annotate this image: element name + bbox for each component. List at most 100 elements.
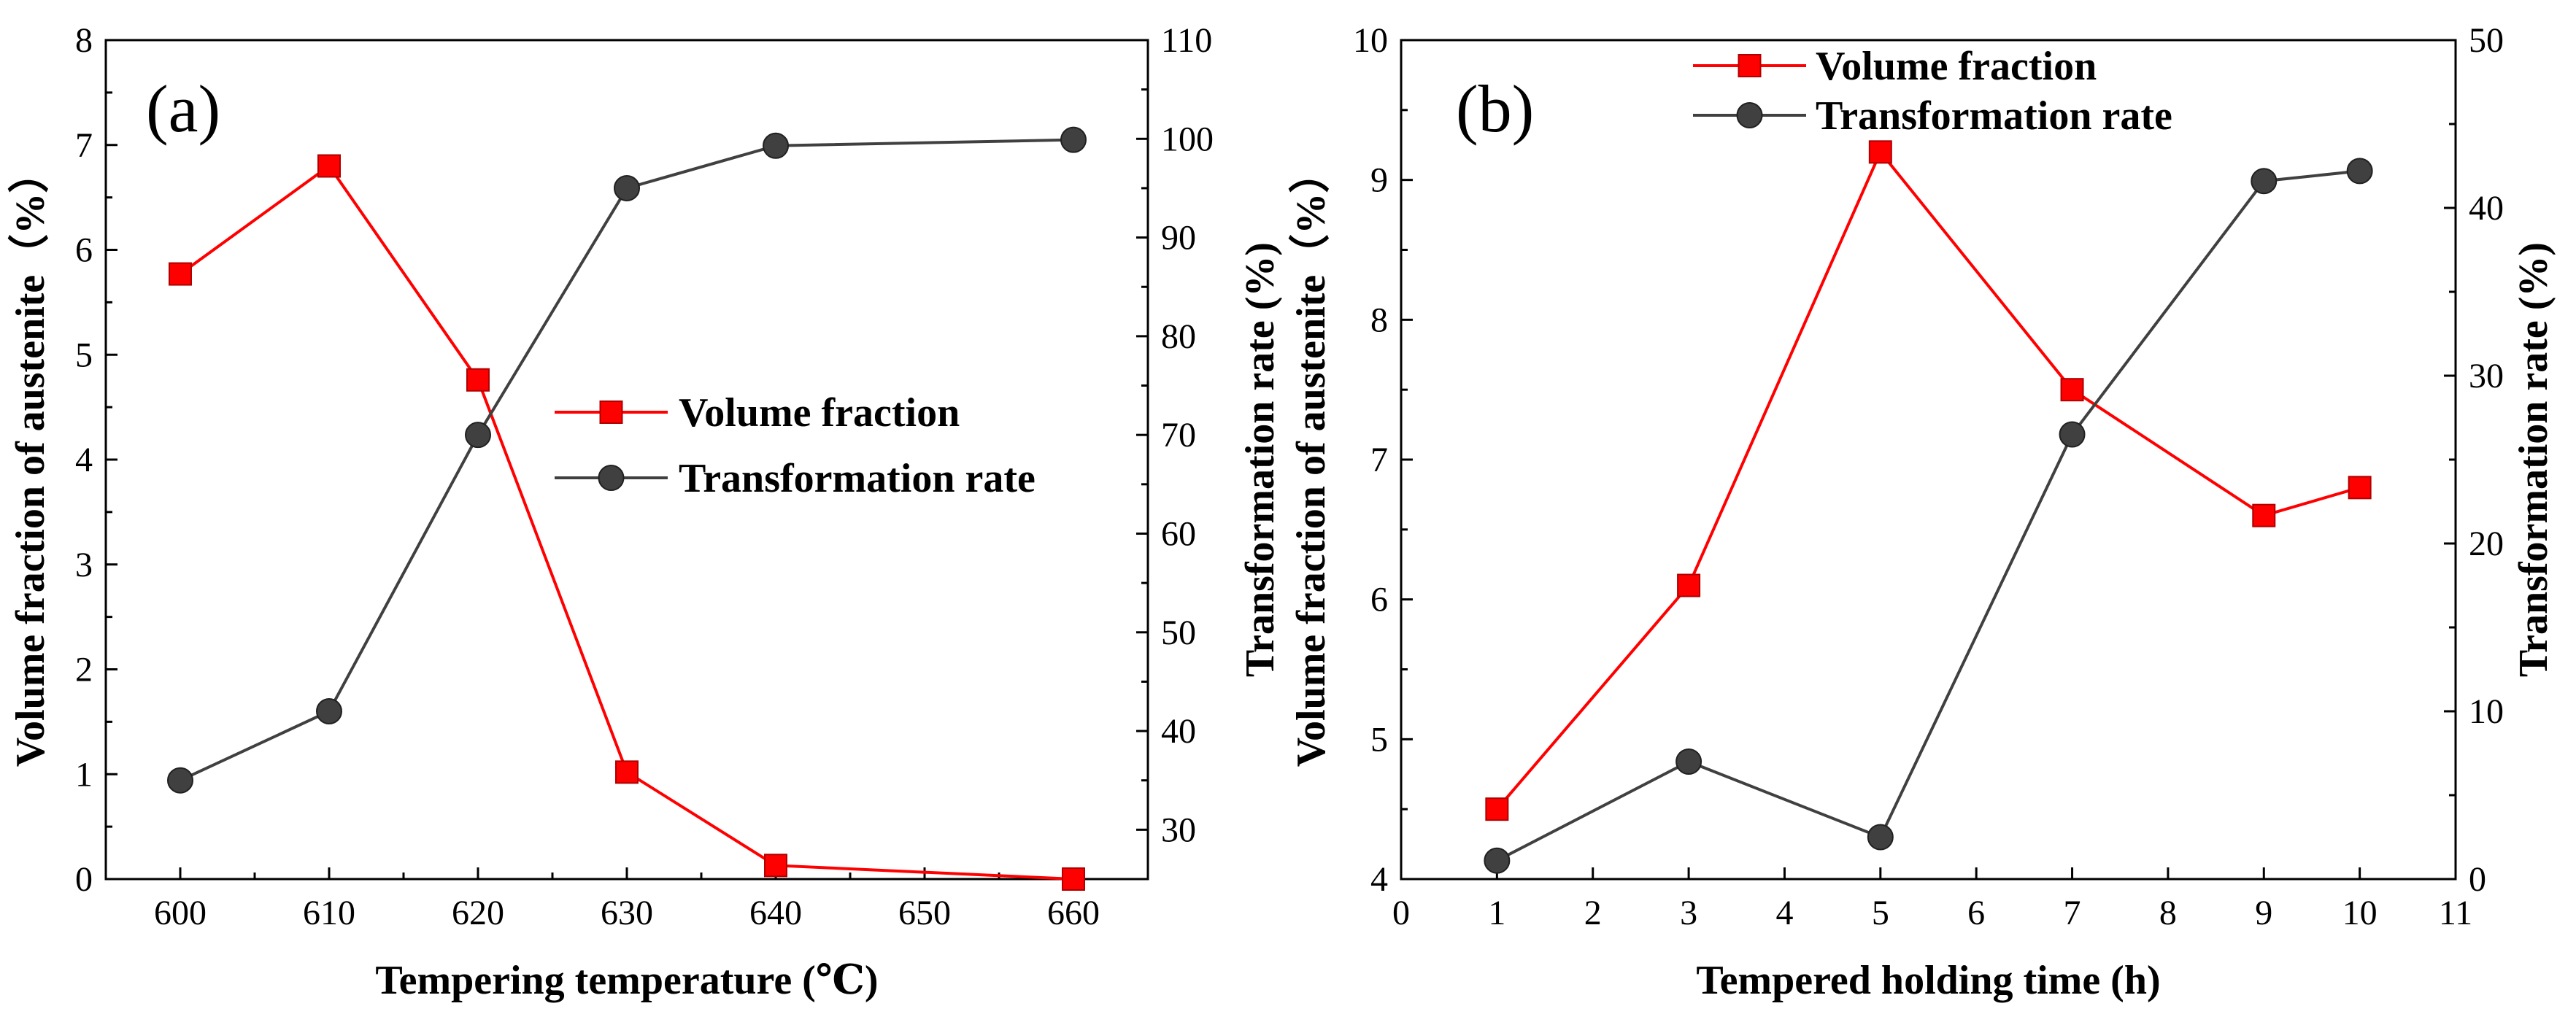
panel-a-panel-label: (a) xyxy=(146,71,220,146)
panel-a-y-left-tick-label: 6 xyxy=(75,231,93,270)
panel-a-y-right-tick-label: 110 xyxy=(1161,21,1212,60)
panel-b-y-right-tick-label: 0 xyxy=(2469,860,2486,899)
panel-a-legend-volume-marker xyxy=(599,401,623,424)
panel-a-x-tick-label: 660 xyxy=(1047,894,1100,932)
panel-b-x-tick-label: 11 xyxy=(2439,894,2472,932)
panel-b-volume-fraction-marker xyxy=(2060,378,2084,402)
panel-b-transformation-rate-marker xyxy=(1867,824,1894,851)
panel-a-y-left-tick-label: 8 xyxy=(75,21,93,60)
panel-a-volume-fraction-line xyxy=(179,163,1074,881)
panel-a-legend-transformation-label: Transformation rate xyxy=(679,456,1036,501)
panel-a-y-right-tick-label: 100 xyxy=(1161,120,1214,158)
panel-b-y-left-tick-label: 5 xyxy=(1370,720,1388,759)
panel-a-x-tick-label: 650 xyxy=(898,894,951,932)
panel-b-x-tick-label: 5 xyxy=(1872,894,1889,932)
panel-a-y-right-tick-label: 70 xyxy=(1161,416,1196,454)
panel-b-volume-fraction-line xyxy=(1495,149,2361,810)
panel-b-volume-fraction-marker xyxy=(2252,503,2276,527)
panel-b-legend-volume-marker xyxy=(1738,54,1762,77)
panel-b-x-tick-label: 6 xyxy=(1967,894,1985,932)
panel-a-y-left-tick-label: 7 xyxy=(75,126,93,165)
panel-a-transformation-rate-marker xyxy=(465,422,491,449)
panel-a-y-right-tick-label: 60 xyxy=(1161,514,1196,553)
panel-b-y-right-tick-label: 10 xyxy=(2469,692,2504,731)
panel-b-plot-frame xyxy=(1400,39,2457,881)
panel-a-volume-fraction-marker xyxy=(764,854,787,878)
panel-a-y-right-tick-label: 30 xyxy=(1161,810,1196,849)
panel-a-volume-fraction-marker xyxy=(466,368,490,392)
panel-b-transformation-rate-line xyxy=(1496,169,2360,862)
panel-a-y-left-tick-label: 1 xyxy=(75,755,93,794)
panel-b-y-right-tick-label: 50 xyxy=(2469,21,2504,60)
panel-b-transformation-rate-marker xyxy=(1484,847,1511,874)
panel-b-legend-volume-label: Volume fraction xyxy=(1816,44,2097,89)
panel-b-transformation-rate-marker xyxy=(2346,158,2373,185)
panel-a-x-tick-label: 620 xyxy=(452,894,504,932)
panel-b-y-right-tick-label: 20 xyxy=(2469,525,2504,563)
panel-b-x-tick-label: 9 xyxy=(2255,894,2272,932)
panel-a-volume-fraction-marker xyxy=(1062,867,1085,891)
panel-a-volume-fraction-marker xyxy=(615,760,639,784)
panel-b-y-right-tick-label: 40 xyxy=(2469,189,2504,228)
panel-b-volume-fraction-marker xyxy=(1485,797,1509,821)
panel-b-x-tick-label: 1 xyxy=(1488,894,1505,932)
panel-b-x-tick-label: 8 xyxy=(2159,894,2177,932)
panel-b-x-tick-label: 0 xyxy=(1392,894,1410,932)
panel-b-y-left-axis-title: Volume fraction of austenite（%） xyxy=(1288,152,1334,767)
panel-b-y-left-tick-label: 8 xyxy=(1370,301,1388,339)
panel-a-transformation-rate-marker xyxy=(614,174,640,201)
panel-a-x-tick-label: 600 xyxy=(154,894,207,932)
panel-b-chart: 0 1 2 3 4 5 6 7 8 9 10 11 4 5 6 7 8 9 10 0 10 20 30 40 50 Tempere… xyxy=(1288,21,2556,1003)
panel-a-y-left-tick-label: 5 xyxy=(75,336,93,374)
panel-a-y-right-tick-label: 50 xyxy=(1161,614,1196,652)
panel-a-y-right-tick-label: 40 xyxy=(1161,712,1196,751)
panel-b-volume-fraction-marker xyxy=(1868,140,1892,164)
panel-b-volume-fraction-marker xyxy=(2348,476,2372,500)
panel-a-x-tick-label: 630 xyxy=(601,894,653,932)
panel-a-chart: 600 610 620 630 640 650 660 0 1 2 3 4 5 6 7 8 30 40 50 60 70… xyxy=(7,21,1283,1003)
panel-b-x-tick-label: 3 xyxy=(1680,894,1697,932)
panel-b-y-left-tick-label: 4 xyxy=(1370,860,1388,899)
panel-a-transformation-rate-marker xyxy=(316,698,342,724)
panel-b-x-axis-title: Tempered holding time (h) xyxy=(1696,958,2160,1003)
panel-a-transformation-rate-marker xyxy=(167,767,193,794)
panel-a-transformation-rate-marker xyxy=(763,132,789,159)
panel-a-volume-fraction-marker xyxy=(317,154,341,178)
panel-b-y-right-axis-title: Transformation rate (%) xyxy=(2511,242,2556,677)
panel-a-volume-fraction-marker xyxy=(169,262,192,286)
panel-a-y-right-tick-label: 90 xyxy=(1161,219,1196,258)
panel-b-y-left-tick-label: 6 xyxy=(1370,581,1388,619)
panel-b-legend-transformation-label: Transformation rate xyxy=(1816,93,2172,139)
panel-b-x-tick-label: 4 xyxy=(1775,894,1793,932)
panel-a-legend-transformation-marker xyxy=(598,465,625,491)
panel-b-x-tick-label: 7 xyxy=(2064,894,2081,932)
panel-b-panel-label: (b) xyxy=(1456,71,1534,146)
panel-a-y-left-axis-title: Volume fraction of austenite（%） xyxy=(7,152,53,767)
panel-a-transformation-rate-line xyxy=(180,138,1074,782)
panel-b-y-right-tick-label: 30 xyxy=(2469,357,2504,395)
panel-a-x-tick-label: 640 xyxy=(749,894,802,932)
panel-a-y-right-axis-title: Transformation rate (%) xyxy=(1238,242,1283,677)
panel-a-y-left-tick-label: 0 xyxy=(75,860,93,899)
panel-a-y-left-tick-label: 3 xyxy=(75,546,93,584)
panel-b-y-left-tick-label: 9 xyxy=(1370,161,1388,200)
panel-a-x-axis-title: Tempering temperature (℃) xyxy=(375,958,878,1003)
panel-b-volume-fraction-marker xyxy=(1677,573,1701,597)
panel-b-transformation-rate-marker xyxy=(1675,748,1702,775)
panel-b-legend-transformation-marker xyxy=(1736,102,1763,128)
panel-a-y-right-tick-label: 80 xyxy=(1161,317,1196,356)
panel-a-transformation-rate-marker xyxy=(1060,126,1087,153)
panel-b-transformation-rate-marker xyxy=(2251,168,2278,195)
panel-b-transformation-rate-marker xyxy=(2059,421,2086,448)
panel-a-legend: Volume fraction Transformation rate xyxy=(555,390,1036,501)
panel-b-x-tick-label: 10 xyxy=(2342,894,2378,932)
panel-a-y-left-tick-label: 4 xyxy=(75,441,93,479)
panel-b-y-left-tick-label: 10 xyxy=(1353,21,1388,60)
panel-a-legend-volume-label: Volume fraction xyxy=(679,390,960,436)
panel-b-x-tick-label: 2 xyxy=(1584,894,1602,932)
panel-b-y-left-tick-label: 7 xyxy=(1370,441,1388,479)
panel-a-x-tick-label: 610 xyxy=(303,894,355,932)
panel-a-y-left-tick-label: 2 xyxy=(75,651,93,689)
